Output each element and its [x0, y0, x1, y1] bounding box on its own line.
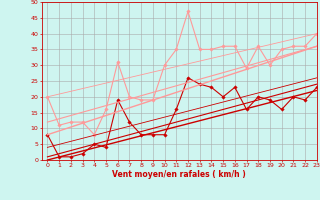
X-axis label: Vent moyen/en rafales ( km/h ): Vent moyen/en rafales ( km/h ) — [112, 170, 246, 179]
